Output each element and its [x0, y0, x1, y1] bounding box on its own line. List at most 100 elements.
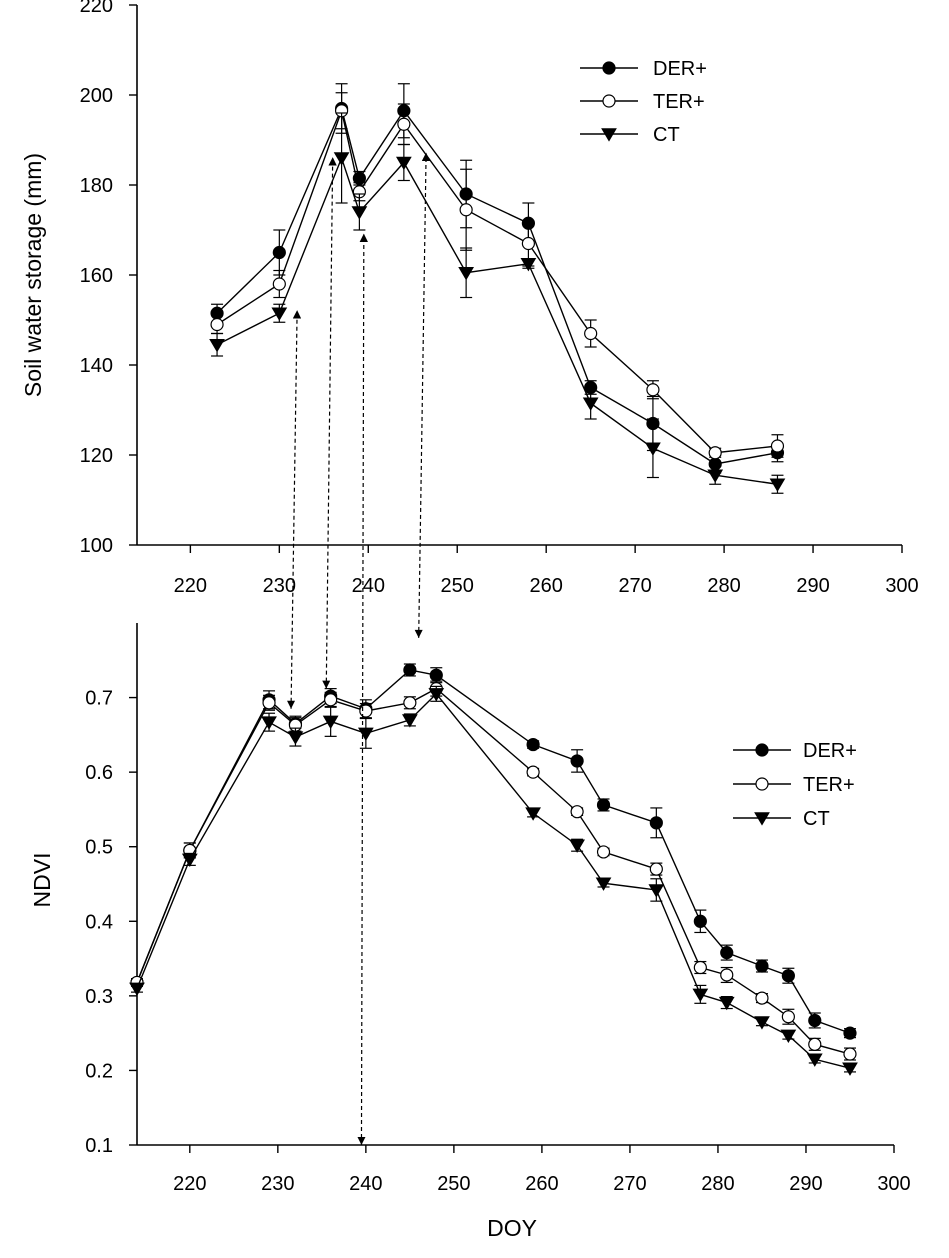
linking-arrows: [287, 152, 431, 1146]
data-point: [357, 727, 374, 742]
arrow-head-down: [287, 700, 296, 709]
x-tick-label: 230: [263, 575, 296, 597]
series-der-plus: [210, 83, 785, 474]
x-tick-label: 260: [529, 575, 562, 597]
x-tick-label: 250: [441, 575, 474, 597]
series-line: [136, 687, 851, 1055]
legend-label: CT: [803, 808, 830, 830]
arrow-head-down: [357, 1137, 366, 1145]
data-point: [403, 663, 417, 677]
data-point: [755, 959, 769, 973]
data-point: [525, 807, 541, 821]
x-tick-label: 270: [618, 575, 651, 597]
data-point: [359, 704, 373, 718]
legend-item: DER+: [580, 58, 707, 80]
data-point: [129, 982, 145, 997]
data-point: [720, 968, 734, 982]
data-point: [584, 326, 598, 341]
legend-item: DER+: [733, 740, 857, 762]
data-point: [261, 716, 277, 730]
series-ct: [129, 685, 858, 1076]
data-point: [843, 1026, 857, 1040]
ndvi-chart: NDVI DOY 220 230 240 250 260 270 280 290 300 0.1 0…: [29, 623, 911, 1241]
data-point: [429, 668, 443, 682]
data-point: [570, 805, 584, 819]
series-line: [216, 108, 778, 454]
series-ter-plus: [130, 680, 857, 1061]
series-ter-plus: [210, 92, 785, 460]
y-axis-label: Soil water storage (mm): [20, 153, 46, 397]
data-point: [520, 258, 537, 272]
y-tick-label: 180: [80, 175, 113, 197]
data-point: [322, 715, 339, 730]
data-point: [582, 397, 599, 411]
data-point: [287, 731, 304, 745]
data-point: [596, 798, 611, 812]
x-tick-label: 220: [173, 1173, 206, 1195]
data-point: [707, 469, 724, 483]
legend-item: TER+: [580, 91, 705, 113]
data-point: [210, 317, 224, 332]
legend-label: DER+: [803, 740, 857, 762]
data-point: [808, 1037, 822, 1051]
data-point: [262, 696, 276, 710]
x-tick-label: 240: [349, 1173, 382, 1195]
legend-item: CT: [580, 124, 680, 146]
legend-marker: [754, 812, 770, 826]
data-point: [333, 152, 350, 166]
x-tick-label: 280: [707, 575, 740, 597]
legend-label: TER+: [653, 91, 705, 113]
x-tick-label: 300: [885, 575, 918, 597]
data-point: [645, 442, 661, 456]
series-line: [136, 669, 851, 1034]
data-point: [401, 714, 418, 728]
data-point: [708, 446, 722, 460]
y-tick-label: 0.1: [85, 1135, 113, 1157]
data-point: [755, 991, 769, 1005]
data-point: [649, 862, 663, 876]
data-point: [570, 754, 584, 768]
legend-marker: [755, 743, 769, 757]
y-tick-label: 100: [80, 535, 113, 557]
legend-label: DER+: [653, 58, 707, 80]
data-point: [324, 693, 338, 707]
x-tick-label: 270: [613, 1173, 646, 1195]
data-point: [569, 839, 585, 853]
data-point: [403, 696, 417, 710]
data-point: [209, 339, 225, 353]
legend-label: TER+: [803, 774, 855, 796]
legend-item: TER+: [733, 774, 855, 796]
data-point: [754, 1016, 770, 1030]
legend-marker: [755, 777, 769, 791]
x-axis-label: DOY: [487, 1215, 537, 1241]
data-point: [521, 236, 535, 251]
data-point: [271, 307, 288, 321]
data-point: [272, 245, 286, 260]
x-tick-label: 290: [789, 1173, 822, 1195]
data-point: [595, 877, 612, 891]
data-point: [770, 439, 785, 453]
data-point: [649, 816, 663, 830]
x-tick-label: 260: [525, 1173, 558, 1195]
dashed-arrow: [359, 233, 369, 1146]
data-point: [459, 203, 473, 217]
y-tick-label: 160: [80, 265, 113, 287]
data-point: [693, 914, 707, 928]
data-point: [526, 765, 540, 779]
x-tick-label: 290: [796, 575, 829, 597]
dashed-arrow: [290, 310, 302, 709]
data-point: [526, 737, 540, 752]
data-point: [718, 996, 735, 1011]
legend-marker: [602, 94, 616, 108]
y-tick-label: 0.6: [85, 762, 113, 784]
data-point: [272, 277, 286, 291]
arrow-head-down: [322, 680, 331, 689]
x-tick-label: 280: [701, 1173, 734, 1195]
dashed-arrow: [325, 157, 337, 689]
data-point: [692, 988, 709, 1003]
data-point: [842, 1062, 858, 1076]
data-point: [428, 688, 445, 702]
data-point: [769, 478, 786, 492]
y-axis-label: NDVI: [29, 853, 55, 908]
